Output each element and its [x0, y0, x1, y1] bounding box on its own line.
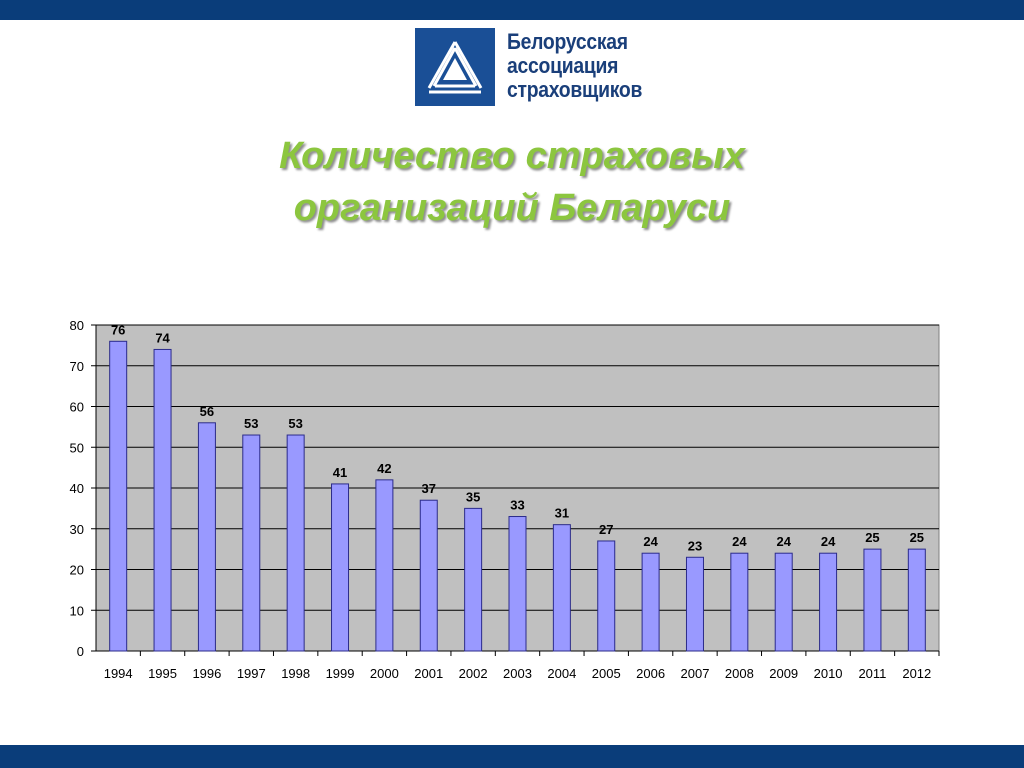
x-tick-label: 2005	[592, 666, 621, 681]
data-label: 74	[155, 330, 170, 345]
x-tick-label: 2009	[769, 666, 798, 681]
y-tick-label: 10	[70, 603, 84, 618]
title-line-2: организаций Беларуси	[293, 187, 731, 229]
title-line-1: Количество страховых	[279, 135, 745, 177]
bar	[685, 556, 704, 652]
bar	[242, 434, 261, 652]
y-tick-label: 30	[70, 522, 84, 537]
x-tick-label: 2000	[370, 666, 399, 681]
y-tick-label: 40	[70, 481, 84, 496]
x-tick-label: 1999	[326, 666, 355, 681]
bar	[375, 479, 394, 652]
x-tick-label: 2006	[636, 666, 665, 681]
bar	[552, 524, 571, 652]
x-tick-label: 1994	[104, 666, 133, 681]
bottom-band	[0, 745, 1024, 768]
triangle-logo-icon	[415, 28, 495, 106]
bar	[508, 516, 527, 652]
data-label: 27	[599, 522, 613, 537]
data-label: 25	[910, 530, 924, 545]
bar	[153, 348, 172, 652]
data-label: 31	[555, 506, 569, 521]
bar	[331, 483, 350, 652]
y-tick-label: 0	[77, 644, 84, 659]
bar	[730, 552, 749, 652]
data-label: 35	[466, 489, 480, 504]
data-label: 23	[688, 538, 702, 553]
logo-text: Белорусская ассоциация страховщиков	[507, 30, 677, 102]
bar	[819, 552, 838, 652]
data-label: 56	[200, 404, 214, 419]
data-label: 25	[865, 530, 879, 545]
data-label: 53	[244, 416, 258, 431]
x-tick-label: 2001	[414, 666, 443, 681]
bar	[907, 548, 926, 652]
bar-chart: 0 10 20 30 40 50 60 70 80 76 1994 74 1995 56 1996 53 199…	[70, 318, 940, 681]
x-tick-label: 2007	[681, 666, 710, 681]
logo-line-2: ассоциация	[507, 53, 619, 78]
logo-line-3: страховщиков	[507, 77, 643, 102]
logo-line-1: Белорусская	[507, 29, 628, 54]
data-label: 33	[510, 498, 524, 513]
bar	[774, 552, 793, 652]
x-tick-label: 1995	[148, 666, 177, 681]
data-label: 24	[821, 534, 836, 549]
top-band	[0, 0, 1024, 20]
page-title: Количество страховых организаций Беларус…	[0, 130, 1024, 234]
x-tick-label: 2004	[547, 666, 576, 681]
association-logo: Белорусская ассоциация страховщиков	[415, 28, 665, 106]
data-label: 42	[377, 461, 391, 476]
x-tick-label: 2002	[459, 666, 488, 681]
data-label: 37	[422, 481, 436, 496]
x-tick-label: 1998	[281, 666, 310, 681]
x-tick-label: 2010	[814, 666, 843, 681]
data-label: 24	[732, 534, 747, 549]
bar	[419, 499, 438, 652]
bar	[286, 434, 305, 652]
y-tick-label: 80	[70, 318, 84, 333]
x-tick-label: 1996	[192, 666, 221, 681]
y-tick-label: 70	[70, 359, 84, 374]
data-label: 24	[776, 534, 791, 549]
y-tick-label: 50	[70, 440, 84, 455]
data-label: 53	[288, 416, 302, 431]
bar	[464, 507, 483, 652]
data-label: 41	[333, 465, 347, 480]
data-label: 76	[111, 322, 125, 337]
bar	[641, 552, 660, 652]
x-tick-label: 2008	[725, 666, 754, 681]
x-tick-label: 2003	[503, 666, 532, 681]
bar	[109, 340, 128, 652]
y-tick-label: 60	[70, 400, 84, 415]
bar	[863, 548, 882, 652]
bar	[597, 540, 616, 652]
bar	[197, 422, 216, 652]
data-label: 24	[643, 534, 658, 549]
x-tick-label: 2012	[902, 666, 931, 681]
y-tick-label: 20	[70, 563, 84, 578]
x-tick-label: 2011	[858, 666, 886, 681]
x-tick-label: 1997	[237, 666, 266, 681]
